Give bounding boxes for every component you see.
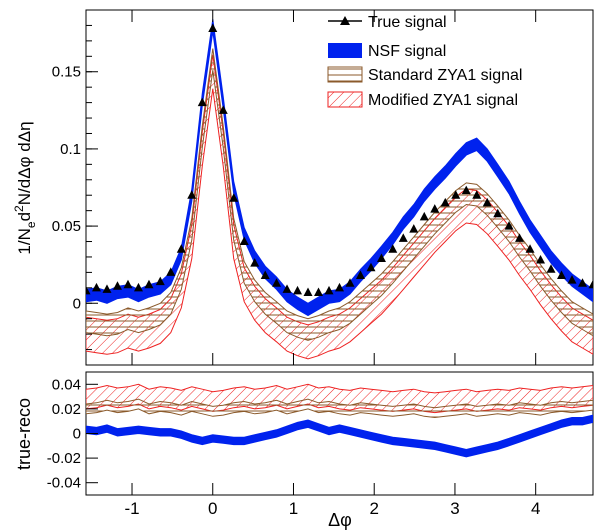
true-signal-point [112, 281, 122, 290]
ylabel-prefix: 1/N [15, 228, 34, 254]
x-tick-label: -1 [124, 499, 139, 518]
ratio-bands [86, 383, 593, 458]
true-signal-point [366, 262, 376, 272]
ylabel-mid: d [15, 212, 34, 221]
x-tick-label: 1 [289, 499, 298, 518]
ratio-y-tick-label: -0.02 [47, 450, 81, 467]
true-signal-point [166, 267, 176, 276]
legend: True signal NSF signal Standard ZYA1 sig… [327, 14, 522, 109]
ratio-y-axis-label: true-reco [14, 398, 34, 470]
true-signal-point [451, 190, 461, 199]
true-signal-point [187, 190, 197, 199]
true-signal-point [250, 258, 260, 267]
true-signal-point [239, 236, 249, 246]
main-frame [85, 9, 594, 366]
triangle-marker-icon [340, 16, 350, 25]
true-signal-point [388, 244, 398, 253]
true-signal-point [398, 233, 408, 242]
true-signal-point [133, 282, 143, 292]
ratio-y-tick-label: 0.04 [52, 376, 81, 393]
ratio-y-tick-label: 0.02 [52, 401, 81, 418]
true-signal-point [208, 23, 218, 33]
true-signal-point [91, 282, 101, 292]
ylabel-sub: e [24, 221, 38, 228]
true-signal-point [504, 221, 514, 230]
y-tick-label: 0.05 [52, 218, 81, 235]
true-signal-point [546, 264, 556, 273]
legend-item-true-signal: True signal [328, 14, 447, 31]
true-signal-point [355, 270, 365, 279]
true-signal-point [197, 97, 207, 107]
ratio-panel: 0.04 0.02 0 -0.02 -0.04 -1 0 1 2 3 4 true-reco Δφ [14, 371, 594, 530]
true-signal-point [472, 190, 482, 199]
ratio-y-ticks: 0.04 0.02 0 -0.02 -0.04 [47, 376, 98, 492]
y-tick-label: 0 [73, 295, 81, 312]
true-signal-point [229, 193, 239, 202]
band-nsf-signal [86, 19, 593, 317]
true-signal-point [303, 287, 313, 296]
x-axis-label: Δφ [328, 510, 352, 530]
true-signal-point [493, 208, 503, 218]
main-y-ticks: 0 0.05 0.1 0.15 [52, 24, 98, 351]
legend-item-nsf-signal: NSF signal [328, 43, 446, 60]
true-signal-point [578, 278, 588, 287]
true-signal-point [430, 204, 440, 213]
legend-item-modified-zya1: Modified ZYA1 signal [327, 91, 518, 109]
main-panel: 0 0.05 0.1 0.15 1/Ned2N/dΔφ dΔη True signal… [12, 9, 594, 366]
legend-swatch-standard [327, 66, 363, 83]
x-tick-label: 2 [369, 499, 378, 518]
true-signal-point [376, 253, 386, 262]
true-signal-point [123, 279, 133, 289]
legend-label-true-signal: True signal [368, 14, 447, 31]
main-y-axis-label: 1/Ned2N/dΔφ dΔη [12, 121, 38, 254]
ratio-y-tick-label: -0.04 [47, 475, 81, 492]
legend-swatch-nsf [328, 43, 362, 58]
band-standard-zya1-signal [86, 48, 593, 341]
true-signal-point [293, 285, 303, 295]
true-signal-point [260, 270, 270, 279]
true-signal-point [515, 233, 525, 242]
true-signal-point [440, 197, 450, 207]
ratio-y-tick-label: 0 [73, 426, 81, 443]
true-signal-point [345, 278, 355, 287]
true-signal-point [176, 244, 186, 253]
true-signal-point [557, 270, 567, 279]
true-signal-point [409, 224, 419, 233]
band-nsf-signal [86, 414, 593, 458]
x-tick-label: 4 [531, 499, 540, 518]
true-signal-point [588, 279, 593, 289]
true-signal-point [282, 284, 292, 293]
y-tick-label: 0.1 [60, 141, 81, 158]
legend-label-standard-zya1: Standard ZYA1 signal [368, 67, 522, 84]
legend-item-standard-zya1: Standard ZYA1 signal [327, 66, 522, 84]
true-signal-point [218, 105, 228, 114]
true-signal-point [155, 276, 165, 286]
true-signal-point [324, 285, 334, 295]
true-signal-point [102, 284, 112, 293]
true-signal-point [525, 244, 535, 253]
true-signal-point [272, 278, 282, 287]
main-x-ticks [131, 10, 537, 365]
true-signal-point [567, 275, 577, 284]
true-signal-point [144, 279, 154, 289]
band-standard-zya1-signal [86, 398, 593, 419]
true-signal-point [419, 211, 429, 221]
true-signal-point [335, 282, 344, 292]
ratio-x-ticks: -1 0 1 2 3 4 [124, 483, 540, 518]
main-bands [86, 19, 593, 360]
true-signal-point [314, 287, 324, 296]
ylabel-sup: 2 [12, 205, 26, 212]
legend-label-nsf-signal: NSF signal [368, 43, 446, 60]
x-tick-label: 3 [450, 499, 459, 518]
legend-label-modified-zya1: Modified ZYA1 signal [368, 92, 518, 109]
true-signal-point [461, 185, 471, 195]
true-signal-point [536, 255, 546, 264]
x-tick-label: 0 [208, 499, 217, 518]
ylabel-rest: N/dΔφ dΔη [15, 121, 34, 205]
true-signal-point [482, 197, 492, 207]
y-tick-label: 0.15 [52, 64, 81, 81]
legend-swatch-modified [327, 91, 363, 108]
